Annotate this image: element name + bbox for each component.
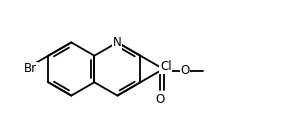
Text: O: O: [180, 64, 189, 77]
Text: N: N: [113, 36, 122, 49]
Text: Cl: Cl: [160, 60, 172, 73]
Text: O: O: [156, 93, 165, 106]
Text: Br: Br: [24, 63, 37, 75]
